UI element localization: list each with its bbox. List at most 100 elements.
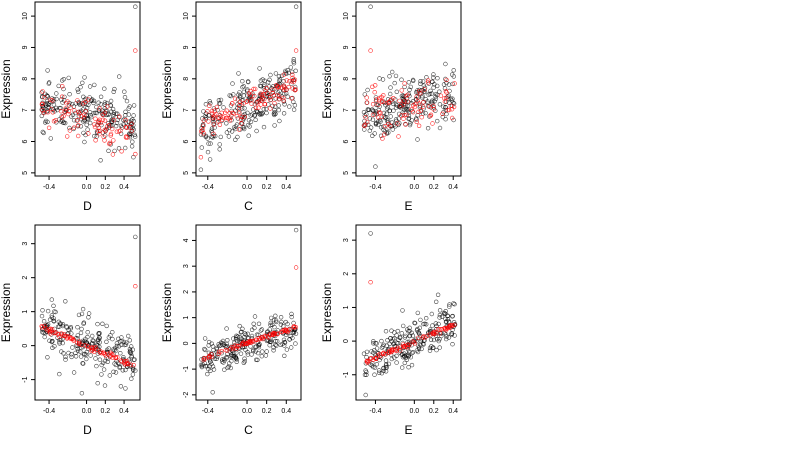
- data-point: [281, 324, 286, 329]
- data-point: [239, 329, 244, 334]
- data-point: [108, 333, 113, 338]
- data-point: [371, 339, 376, 344]
- data-point: [433, 91, 439, 97]
- fitted-point: [108, 133, 113, 138]
- data-point: [270, 90, 276, 95]
- fitted-point: [205, 109, 210, 114]
- fitted-point: [105, 104, 110, 109]
- fitted-point: [270, 87, 275, 93]
- data-point: [287, 104, 292, 109]
- data-point: [126, 106, 131, 111]
- data-point: [54, 120, 59, 125]
- fitted-point: [442, 99, 448, 104]
- data-point: [45, 308, 51, 314]
- data-point: [74, 118, 80, 123]
- fitted-point: [389, 347, 395, 352]
- fitted-point: [239, 114, 244, 120]
- fitted-point: [93, 138, 98, 143]
- fitted-point: [427, 332, 433, 337]
- data-point: [245, 350, 250, 355]
- fitted-point: [374, 97, 379, 102]
- data-point: [381, 342, 386, 347]
- data-point: [93, 356, 98, 361]
- x-tick-label: 0.4: [448, 408, 458, 415]
- data-point: [45, 68, 50, 73]
- fitted-point: [271, 93, 276, 98]
- fitted-point: [75, 123, 81, 128]
- data-point: [443, 76, 448, 82]
- fitted-point: [256, 336, 262, 341]
- data-point: [112, 361, 117, 366]
- fitted-point: [372, 89, 377, 95]
- data-point: [41, 130, 46, 136]
- fitted-point: [50, 98, 55, 103]
- data-point: [394, 118, 399, 124]
- data-point: [390, 69, 395, 75]
- data-point: [434, 323, 439, 329]
- data-point: [379, 345, 385, 350]
- data-point: [85, 341, 90, 347]
- data-point: [51, 102, 57, 107]
- data-point: [426, 103, 431, 109]
- data-point: [95, 339, 101, 344]
- fitted-point: [268, 97, 273, 103]
- data-point: [287, 337, 292, 342]
- data-point: [201, 109, 206, 114]
- fitted-point: [416, 101, 421, 106]
- fitted-point: [281, 95, 286, 101]
- data-point: [421, 106, 426, 111]
- data-point: [399, 77, 404, 82]
- data-point: [429, 311, 434, 317]
- data-point: [112, 148, 117, 154]
- data-point: [418, 78, 423, 84]
- scatter-panel-3: -0.4 0.0 0.2 0.4 5 6 7 8 9 10 E Expression: [320, 1, 462, 213]
- data-point: [372, 372, 377, 377]
- data-point: [69, 331, 74, 336]
- fitted-point: [227, 118, 233, 123]
- data-point: [79, 345, 84, 350]
- data-point: [246, 133, 251, 138]
- data-point: [130, 347, 136, 352]
- data-point: [126, 112, 132, 117]
- data-point: [69, 354, 74, 360]
- data-point: [259, 327, 265, 332]
- fitted-point: [375, 353, 381, 358]
- fitted-point: [133, 284, 138, 289]
- data-point: [410, 333, 415, 338]
- data-point: [375, 102, 380, 108]
- data-point: [443, 319, 449, 325]
- y-tick-label: 0: [22, 344, 29, 348]
- x-tick-label: 0.0: [242, 184, 252, 191]
- data-point: [440, 114, 445, 120]
- data-point: [291, 59, 296, 64]
- data-point: [40, 308, 45, 313]
- data-point: [409, 362, 415, 368]
- data-point: [435, 292, 441, 297]
- data-point: [61, 76, 66, 82]
- data-point: [451, 68, 456, 73]
- x-tick-label: 0.2: [100, 408, 110, 415]
- data-point: [388, 91, 393, 97]
- data-point: [276, 107, 281, 113]
- data-point: [133, 4, 138, 9]
- fitted-point: [93, 116, 98, 121]
- data-point: [388, 336, 393, 341]
- fitted-point: [399, 113, 404, 118]
- data-point: [393, 105, 399, 110]
- fitted-point: [224, 108, 229, 113]
- data-point: [238, 351, 244, 356]
- data-point: [118, 384, 124, 389]
- fitted-point: [403, 122, 408, 127]
- data-point: [277, 88, 282, 94]
- data-point: [386, 130, 391, 135]
- data-point: [249, 333, 255, 339]
- data-point: [247, 98, 252, 103]
- data-point: [241, 125, 247, 130]
- data-point: [133, 134, 138, 139]
- fitted-point: [452, 81, 457, 86]
- data-point: [209, 361, 214, 367]
- data-point: [427, 348, 433, 353]
- fitted-point: [286, 328, 291, 333]
- data-point: [446, 335, 452, 340]
- fitted-point: [442, 96, 447, 101]
